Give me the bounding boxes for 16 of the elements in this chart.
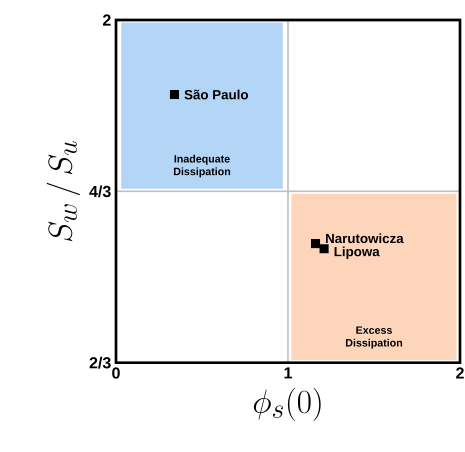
series-label: São Paulo bbox=[184, 90, 248, 100]
y-tick-label: 4/3 bbox=[89, 185, 111, 198]
band-label: Excess Dissipation bbox=[346, 326, 402, 349]
point bbox=[320, 244, 329, 254]
band-label: Inadequate Dissipation bbox=[174, 154, 230, 178]
point bbox=[170, 90, 180, 100]
series-label: Lipowa bbox=[334, 246, 380, 259]
x-tick-label: 2 bbox=[456, 367, 464, 379]
y-tick-label: 2 bbox=[102, 14, 111, 26]
y-tick-label: 2/3 bbox=[90, 356, 111, 369]
point bbox=[310, 239, 320, 248]
series-label: Narutowicza bbox=[326, 233, 404, 244]
x-axis-title: $\phi_{s}(0)$ bbox=[254, 388, 321, 421]
y-axis-title: $S_{w}\,/\,S_{u}$ bbox=[46, 141, 80, 242]
x-tick-label: 0 bbox=[112, 367, 120, 379]
x-tick-label: 1 bbox=[284, 367, 292, 378]
